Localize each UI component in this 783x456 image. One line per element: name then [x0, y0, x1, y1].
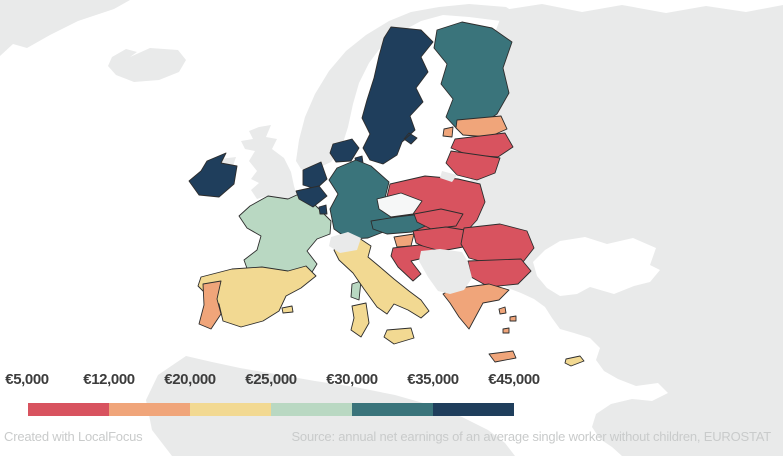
landmass-russia-ukraine-turkey [453, 4, 783, 456]
legend-segment [271, 403, 352, 416]
country-austria[interactable] [370, 213, 431, 235]
landmass-norway [296, 4, 519, 169]
legend-segment [190, 403, 271, 416]
legend-segment [352, 403, 433, 416]
sea-black-sea [533, 237, 660, 296]
country-belgium[interactable] [295, 185, 328, 208]
landmass-west-balkans [419, 249, 472, 294]
country-netherlands[interactable] [302, 161, 328, 190]
country-portugal[interactable] [198, 280, 222, 330]
landmass-iceland [108, 48, 186, 82]
country-slovakia[interactable] [413, 208, 464, 230]
legend-segment [28, 403, 109, 416]
country-slovenia[interactable] [393, 233, 415, 248]
country-luxembourg[interactable] [318, 204, 328, 215]
country-greece[interactable] [442, 283, 517, 363]
landmass-kaliningrad [440, 171, 457, 182]
country-cyprus[interactable] [564, 355, 585, 367]
country-czechia[interactable] [376, 192, 423, 218]
country-sweden[interactable] [361, 26, 434, 165]
country-latvia[interactable] [450, 132, 514, 158]
footer: Created with LocalFocus Source: annual n… [0, 429, 783, 444]
country-ireland[interactable] [188, 152, 238, 198]
landmass-great-britain [241, 125, 297, 200]
credit-text: Created with LocalFocus [4, 429, 143, 444]
country-italy[interactable] [333, 237, 430, 345]
country-lithuania[interactable] [445, 150, 501, 181]
country-germany[interactable] [328, 159, 392, 240]
country-corsica[interactable] [350, 280, 362, 301]
legend-segment [109, 403, 190, 416]
legend-color-bar [28, 403, 514, 416]
landmass-switzerland [329, 232, 361, 253]
country-romania[interactable] [460, 223, 535, 266]
source-text: Source: annual net earnings of an averag… [291, 429, 771, 444]
legend-segment [433, 403, 514, 416]
landmass-greenland [0, 0, 130, 56]
